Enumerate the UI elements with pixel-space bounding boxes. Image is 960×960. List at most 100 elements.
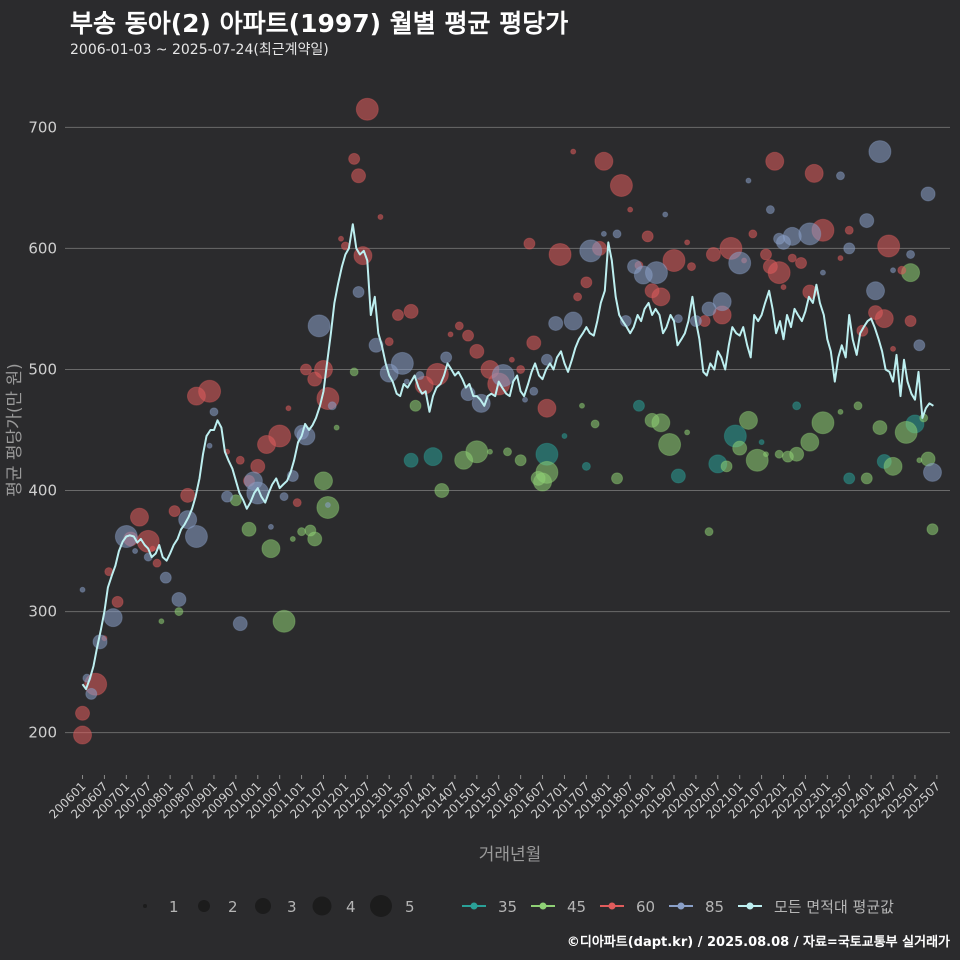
point-85: [159, 571, 172, 584]
color-legend-label: 85: [705, 898, 724, 916]
point-85: [843, 242, 856, 255]
point-85: [171, 591, 187, 607]
point-85: [232, 616, 248, 632]
point-45: [241, 521, 257, 537]
point-60: [627, 206, 634, 213]
point-45: [738, 410, 758, 430]
size-legend-dot: [198, 900, 210, 912]
point-85: [868, 140, 892, 164]
point-60: [447, 331, 454, 338]
point-60: [548, 242, 572, 266]
point-45: [349, 367, 359, 377]
point-85: [491, 364, 515, 388]
point-45: [658, 433, 682, 457]
point-85: [906, 249, 916, 259]
point-60: [338, 235, 345, 242]
point-85: [712, 292, 732, 312]
color-legend-dot: [608, 902, 616, 910]
y-tick-label: 700: [28, 118, 57, 136]
point-85: [662, 211, 669, 218]
point-60: [454, 321, 464, 331]
point-60: [890, 345, 897, 352]
point-45: [333, 424, 340, 431]
point-85: [728, 251, 752, 275]
point-85: [673, 314, 683, 324]
point-60: [129, 507, 149, 527]
point-85: [206, 442, 213, 449]
point-60: [795, 256, 808, 269]
point-60: [149, 545, 156, 552]
point-45: [704, 527, 714, 537]
point-60: [580, 276, 593, 289]
point-45: [853, 401, 863, 411]
point-85: [471, 393, 491, 413]
color-legend-dot: [539, 902, 547, 910]
point-60: [787, 253, 797, 263]
y-tick-label: 500: [28, 360, 57, 378]
legend: 1 2 3 4 5 35 45 60 85 모든 면적대 평균값: [143, 895, 894, 917]
point-60: [705, 246, 721, 262]
point-60: [516, 364, 526, 374]
point-45: [720, 460, 733, 473]
x-axis-label: 거래년월: [479, 845, 542, 865]
point-85: [85, 687, 98, 700]
point-60: [684, 239, 691, 246]
point-85: [563, 311, 583, 331]
point-35: [403, 452, 419, 468]
point-60: [469, 343, 485, 359]
point-60: [384, 337, 394, 347]
point-85: [415, 371, 425, 381]
point-85: [913, 339, 926, 352]
point-35: [758, 439, 765, 446]
point-85: [324, 502, 331, 509]
point-60: [765, 151, 785, 171]
point-85: [352, 286, 365, 298]
point-60: [526, 335, 542, 351]
color-legend-label: 45: [567, 898, 586, 916]
point-60: [299, 363, 312, 376]
point-85: [745, 177, 752, 184]
point-45: [837, 408, 844, 415]
point-45: [409, 399, 422, 412]
point-45: [313, 471, 333, 491]
point-85: [327, 401, 337, 411]
point-60: [594, 151, 614, 171]
point-85: [701, 301, 717, 317]
point-60: [268, 424, 292, 448]
point-45: [465, 440, 489, 464]
point-45: [590, 419, 600, 429]
point-85: [765, 205, 775, 215]
point-60: [877, 234, 901, 258]
point-85: [866, 281, 886, 301]
point-60: [180, 487, 196, 503]
point-45: [872, 420, 888, 436]
point-85: [644, 261, 668, 285]
point-85: [368, 337, 384, 353]
point-85: [103, 608, 123, 628]
point-60: [844, 225, 854, 235]
chart-subtitle: 2006-01-03 ~ 2025-07-24(최근계약일): [70, 42, 329, 58]
point-85: [221, 490, 234, 503]
color-legend-dot: [677, 902, 685, 910]
point-85: [819, 269, 826, 276]
average-line: [81, 223, 934, 691]
chart-title: 부송 동아(2) 아파트(1997) 월별 평균 평당가: [70, 9, 569, 38]
point-85: [835, 171, 845, 181]
point-85: [296, 426, 316, 446]
point-85: [522, 396, 529, 403]
point-60: [874, 309, 894, 329]
point-85: [267, 523, 274, 530]
point-60: [377, 213, 384, 220]
point-45: [503, 447, 512, 457]
source-caption: ©디아파트(dapt.kr) / 2025.08.08 / 자료=국토교통부 실…: [566, 935, 950, 950]
point-60: [355, 97, 379, 121]
point-35: [561, 433, 568, 440]
point-45: [611, 472, 624, 485]
point-60: [313, 359, 333, 379]
point-45: [272, 609, 296, 633]
point-85: [390, 351, 414, 375]
point-60: [609, 173, 633, 197]
point-60: [804, 163, 824, 183]
size-legend-label: 2: [228, 898, 238, 916]
point-45: [651, 413, 671, 433]
